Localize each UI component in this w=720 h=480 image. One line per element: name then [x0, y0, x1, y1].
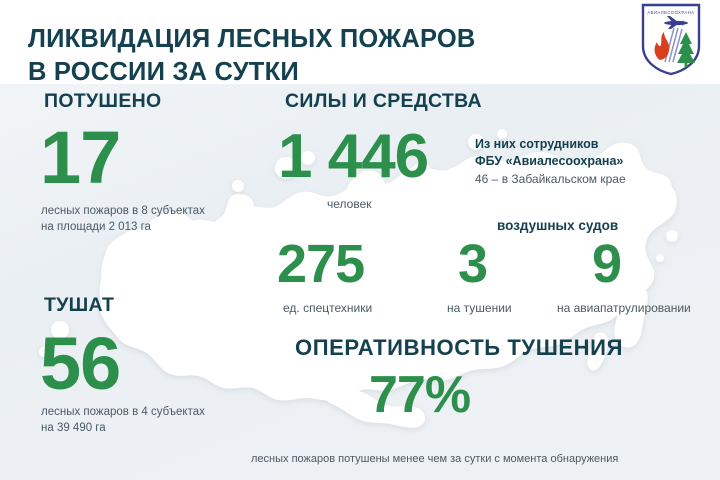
active-value: 56	[40, 322, 121, 405]
efficiency-value: 77%	[369, 366, 471, 424]
forces-people-caption: человек	[327, 197, 372, 211]
extinguished-caption-line-2: на площади 2 013 га	[41, 221, 151, 234]
avialesookhrana-note-line-1: Из них сотрудников	[475, 137, 599, 151]
avialesookhrana-note-line-3: 46 – в Забайкальском крае	[475, 171, 626, 186]
equipment-caption: ед. спецтехники	[283, 301, 373, 315]
equipment-value: 275	[277, 234, 365, 294]
active-heading: ТУШАТ	[44, 294, 115, 316]
extinguished-caption-line-1: лесных пожаров в 8 субъектах	[41, 205, 205, 217]
forces-people-value: 1 446	[278, 122, 429, 191]
aircraft-firefighting-value: 3	[458, 234, 488, 294]
aircraft-heading: воздушных судов	[497, 218, 619, 233]
logo-wordmark-text: АВИАЛЕСООХРАНА	[647, 10, 694, 15]
active-caption-line-2: на 39 490 га	[41, 422, 106, 435]
extinguished-caption: лесных пожаров в 8 субъектах на площади …	[41, 203, 205, 236]
aircraft-patrol-value: 9	[592, 234, 622, 294]
page-title-line-2: В РОССИИ ЗА СУТКИ	[28, 57, 299, 86]
efficiency-caption: лесных пожаров потушены менее чем за сут…	[251, 453, 619, 465]
page-title-line-1: ЛИКВИДАЦИЯ ЛЕСНЫХ ПОЖАРОВ	[28, 25, 476, 54]
efficiency-heading: ОПЕРАТИВНОСТЬ ТУШЕНИЯ	[295, 335, 623, 360]
forces-heading: СИЛЫ И СРЕДСТВА	[285, 90, 482, 112]
avialesookhrana-shield-logo: АВИАЛЕСООХРАНА	[641, 3, 701, 76]
page-title: ЛИКВИДАЦИЯ ЛЕСНЫХ ПОЖАРОВ В РОССИИ ЗА СУ…	[28, 23, 628, 88]
tree-trunk-icon	[684, 62, 688, 67]
avialesookhrana-note-line-2: ФБУ «Авиалесоохрана»	[475, 154, 624, 169]
active-caption-line-1: лесных пожаров в 4 субъектах	[41, 406, 205, 418]
aircraft-patrol-caption: на авиапатрулировании	[557, 301, 691, 315]
extinguished-heading: ПОТУШЕНО	[44, 90, 162, 112]
avialesookhrana-note: Из них сотрудников ФБУ «Авиалесоохрана» …	[475, 136, 690, 187]
aircraft-firefighting-caption: на тушении	[447, 301, 512, 315]
extinguished-value: 17	[40, 116, 121, 199]
active-caption: лесных пожаров в 4 субъектах на 39 490 г…	[41, 404, 205, 437]
